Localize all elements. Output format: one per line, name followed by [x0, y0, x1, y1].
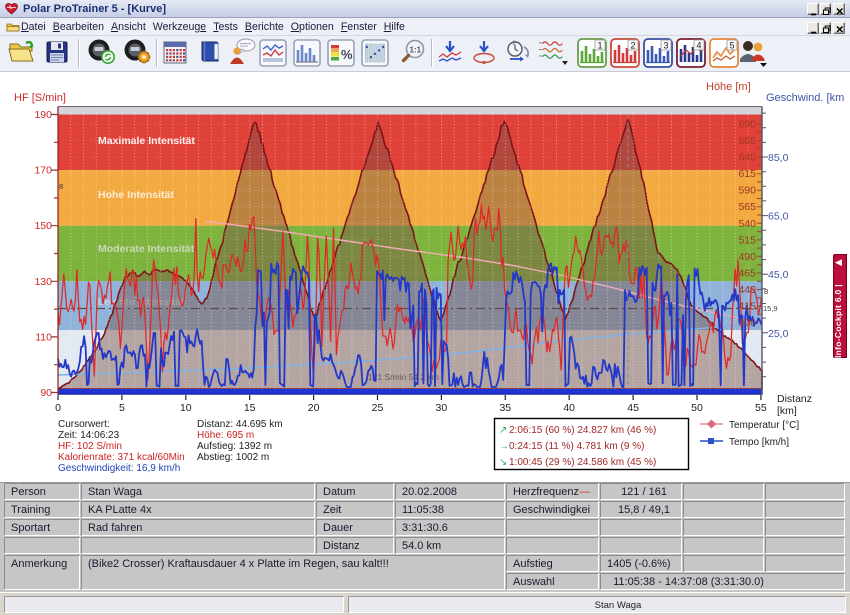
svg-text:0:24:15 (11 %) 4.781 km: 0:24:15 (11 %) 4.781 km (9 %): [509, 441, 644, 452]
svg-text:3: 3: [664, 41, 669, 51]
svg-text:640: 640: [738, 152, 756, 164]
svg-text:130: 130: [34, 276, 52, 288]
svg-text:665: 665: [738, 135, 756, 147]
svg-text:Geschwindigkeit: 16,9 km/h: Geschwindigkeit: 16,9 km/h: [58, 463, 180, 474]
svg-text:190: 190: [34, 109, 52, 121]
svg-text:HF: 102 S/min: HF: 102 S/min: [58, 441, 122, 452]
svg-text:15,9: 15,9: [763, 304, 778, 313]
svg-text:121 S/min 54.2 km: 121 S/min 54.2 km: [368, 372, 439, 382]
svg-text:5: 5: [730, 41, 735, 51]
svg-text:↘: ↘: [499, 457, 507, 468]
svg-text:↗: ↗: [499, 425, 507, 436]
svg-text:Höhe [m]: Höhe [m]: [706, 81, 751, 93]
svg-text:515: 515: [738, 234, 756, 246]
svg-text:25,0: 25,0: [768, 328, 789, 340]
svg-text:Hohe Intensität: Hohe Intensität: [98, 189, 174, 201]
svg-text:55: 55: [755, 402, 767, 414]
svg-text:%: %: [341, 47, 353, 62]
svg-text:Cursorwert:: Cursorwert:: [58, 419, 110, 430]
svg-text:50: 50: [691, 402, 703, 414]
svg-text:45,0: 45,0: [768, 269, 789, 281]
svg-text:0: 0: [55, 402, 61, 414]
svg-text:45: 45: [627, 402, 639, 414]
svg-text:25: 25: [372, 402, 384, 414]
svg-text:2: 2: [631, 41, 636, 51]
svg-text:Höhe: 695 m: Höhe: 695 m: [197, 430, 254, 441]
svg-text:4: 4: [697, 41, 702, 51]
svg-text:Kalorienrate: 371 kcal/60Min: Kalorienrate: 371 kcal/60Min: [58, 452, 185, 463]
svg-text:690: 690: [738, 119, 756, 131]
svg-text:615: 615: [738, 168, 756, 180]
svg-text:170: 170: [34, 165, 52, 177]
svg-text:440: 440: [738, 284, 756, 296]
svg-text:390: 390: [738, 317, 756, 329]
svg-text:Distanz: Distanz: [777, 393, 812, 405]
svg-text:10: 10: [180, 402, 192, 414]
svg-text:Moderate Intensität: Moderate Intensität: [98, 243, 195, 255]
svg-text:Geschwind. [km: Geschwind. [km: [766, 92, 844, 104]
svg-text:540: 540: [738, 218, 756, 230]
svg-text:90: 90: [40, 387, 52, 399]
svg-text:465: 465: [738, 268, 756, 280]
svg-text:Tempo [km/h]: Tempo [km/h]: [729, 437, 789, 448]
svg-text:Maximale Intensität: Maximale Intensität: [98, 135, 195, 147]
svg-text:20: 20: [308, 402, 320, 414]
svg-text:110: 110: [35, 331, 52, 343]
svg-text:40: 40: [563, 402, 575, 414]
svg-text:2:06:15 (60 %) 24.827 km (46: 2:06:15 (60 %) 24.827 km (46 %): [509, 425, 656, 436]
svg-text:2: 2: [513, 41, 517, 47]
svg-text:Zeit: 14:06:23: Zeit: 14:06:23: [58, 430, 120, 441]
svg-text:65,0: 65,0: [768, 211, 789, 223]
svg-text:590: 590: [738, 185, 756, 197]
svg-text:Aufstieg: 1392 m: Aufstieg: 1392 m: [197, 441, 272, 452]
svg-text:415: 415: [738, 301, 756, 313]
svg-text:Distanz: 44.695 km: Distanz: 44.695 km: [197, 419, 283, 430]
svg-text:8: 8: [59, 182, 63, 191]
svg-text:Temperatur [°C]: Temperatur [°C]: [729, 420, 799, 431]
svg-text:15: 15: [244, 402, 256, 414]
svg-text:[km]: [km]: [777, 405, 797, 417]
svg-text:85,0: 85,0: [768, 152, 789, 164]
svg-text:565: 565: [738, 201, 756, 213]
svg-text:1:1: 1:1: [410, 46, 422, 55]
svg-text:Abstieg: 1002 m: Abstieg: 1002 m: [197, 452, 269, 463]
svg-text:30: 30: [436, 402, 448, 414]
svg-text:HF [S/min]: HF [S/min]: [14, 92, 66, 104]
svg-text:8: 8: [764, 287, 768, 296]
svg-text:490: 490: [738, 251, 756, 263]
svg-text:35: 35: [499, 402, 511, 414]
svg-text:150: 150: [34, 220, 52, 232]
svg-text:1:00:45 (29 %) 24.586 km (45: 1:00:45 (29 %) 24.586 km (45 %): [509, 457, 656, 468]
svg-text:→: →: [499, 441, 509, 452]
svg-text:1: 1: [598, 41, 603, 51]
svg-text:5: 5: [119, 402, 125, 414]
